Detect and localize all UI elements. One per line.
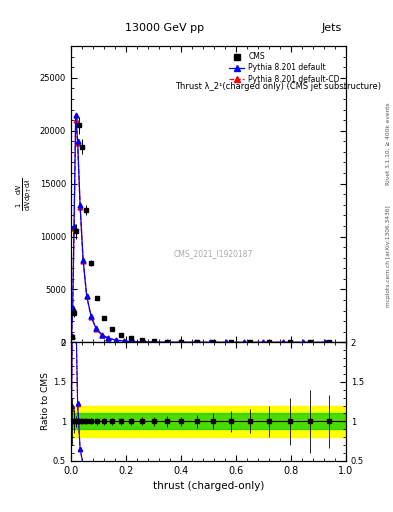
Text: mcplots.cern.ch [arXiv:1306.3436]: mcplots.cern.ch [arXiv:1306.3436] [386, 205, 391, 307]
Y-axis label: $\frac{1}{\mathrm{d}N}\frac{\mathrm{d}N}{\mathrm{d}p_T\,\mathrm{d}\lambda}$: $\frac{1}{\mathrm{d}N}\frac{\mathrm{d}N}… [15, 177, 34, 211]
Text: 13000 GeV pp: 13000 GeV pp [125, 23, 205, 33]
Legend: CMS, Pythia 8.201 default, Pythia 8.201 default-CD: CMS, Pythia 8.201 default, Pythia 8.201 … [227, 50, 342, 86]
Text: Rivet 3.1.10, ≥ 400k events: Rivet 3.1.10, ≥ 400k events [386, 102, 391, 185]
X-axis label: thrust (charged-only): thrust (charged-only) [152, 481, 264, 491]
Text: Thrust λ_2¹(charged only) (CMS jet substructure): Thrust λ_2¹(charged only) (CMS jet subst… [175, 81, 381, 91]
Y-axis label: Ratio to CMS: Ratio to CMS [41, 373, 50, 431]
Text: CMS_2021_I1920187: CMS_2021_I1920187 [174, 249, 253, 258]
Text: Jets: Jets [321, 23, 342, 33]
